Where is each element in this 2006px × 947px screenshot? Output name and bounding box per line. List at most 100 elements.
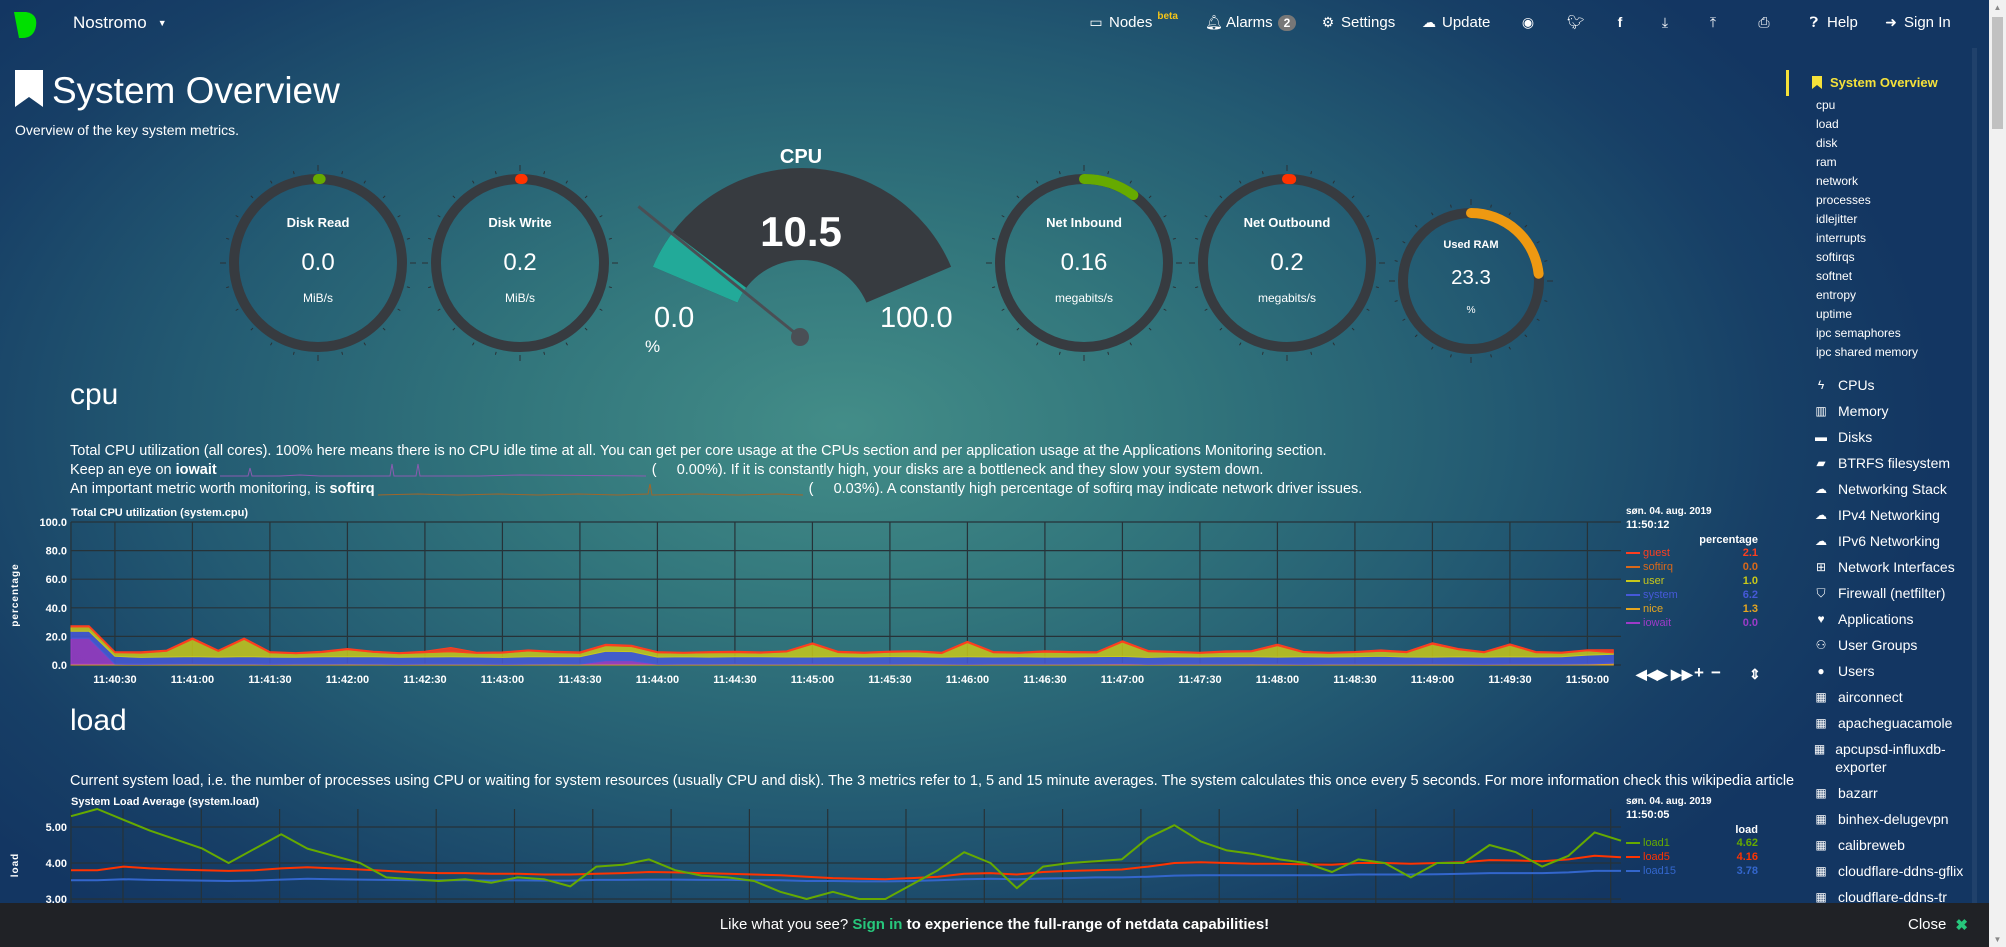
legend-item-guest[interactable]: guest 2.1 bbox=[1626, 546, 1758, 560]
github-button[interactable]: ◉ bbox=[1520, 14, 1536, 31]
cpu-gauge[interactable] bbox=[637, 168, 952, 346]
legend-item-user[interactable]: user 1.0 bbox=[1626, 574, 1758, 588]
sidebar-item-applications[interactable]: ♥ Applications bbox=[1812, 610, 1972, 628]
alarms-button[interactable]: 🔔︎ Alarms 2 bbox=[1205, 14, 1297, 31]
bookmark-icon bbox=[15, 70, 43, 107]
sidebar-subitem-ipc-semaphores[interactable]: ipc semaphores bbox=[1816, 326, 1901, 340]
load-chart-title: System Load Average (system.load) bbox=[71, 796, 260, 808]
banner-sign-in-link[interactable]: Sign in bbox=[852, 916, 903, 933]
cloud-download-icon: ☁ bbox=[1422, 14, 1436, 30]
gauge-tick bbox=[428, 286, 432, 289]
settings-button[interactable]: ⚙ Settings bbox=[1320, 14, 1395, 31]
twitter-button[interactable]: 🐦︎ bbox=[1567, 14, 1585, 31]
pan-right-button[interactable]: ▶▶ bbox=[1671, 666, 1693, 682]
sidebar-item-cpus[interactable]: ϟ CPUs bbox=[1812, 376, 1972, 394]
sidebar-subitem-interrupts[interactable]: interrupts bbox=[1816, 231, 1867, 245]
legend-item-iowait[interactable]: iowait 0.0 bbox=[1626, 616, 1758, 630]
gauge-tick bbox=[1414, 224, 1418, 228]
legend-value: 0.0 bbox=[1742, 617, 1758, 629]
disk-write-gauge[interactable] bbox=[422, 165, 618, 361]
legend-item-load1[interactable]: load1 4.62 bbox=[1626, 836, 1758, 850]
sign-in-button[interactable]: ➜ Sign In bbox=[1883, 14, 1951, 31]
sidebar-subitem-softirqs[interactable]: softirqs bbox=[1816, 250, 1855, 264]
sidebar-subitem-idlejitter[interactable]: idlejitter bbox=[1816, 212, 1858, 226]
zoom-out-button[interactable]: − bbox=[1711, 663, 1721, 682]
twitter-icon: 🐦︎ bbox=[1567, 14, 1585, 30]
print-button[interactable]: ⎙ bbox=[1756, 14, 1772, 31]
sidebar-item-users[interactable]: ● Users bbox=[1812, 662, 1972, 680]
net-in-gauge[interactable] bbox=[986, 165, 1182, 361]
gauge-tick bbox=[437, 215, 441, 218]
help-button[interactable]: ❓︎ Help bbox=[1806, 14, 1858, 31]
gauge-tick bbox=[1163, 215, 1167, 218]
sidebar-subitem-ram[interactable]: ram bbox=[1816, 155, 1837, 169]
sidebar-item-ipv6-networking[interactable]: ☁ IPv6 Networking bbox=[1812, 532, 1972, 550]
ram-gauge[interactable] bbox=[1389, 199, 1553, 363]
sidebar-item-bazarr[interactable]: ▦ bazarr bbox=[1812, 784, 1972, 802]
legend-item-load5[interactable]: load5 4.16 bbox=[1626, 850, 1758, 864]
sidebar-item-apacheguacamole[interactable]: ▦ apacheguacamole bbox=[1812, 714, 1972, 732]
sidebar-subitem-processes[interactable]: processes bbox=[1816, 193, 1871, 207]
sidebar-subitem-softnet[interactable]: softnet bbox=[1816, 269, 1853, 283]
gauge-tick bbox=[428, 237, 432, 240]
resize-handle[interactable]: ⇕ bbox=[1749, 666, 1761, 682]
legend-item-load15[interactable]: load15 3.78 bbox=[1626, 864, 1758, 878]
update-button[interactable]: ☁ Update bbox=[1421, 14, 1490, 31]
sidebar-item-disks[interactable]: ▬ Disks bbox=[1812, 428, 1972, 446]
sidebar-item-system-overview[interactable]: System Overview bbox=[1812, 75, 1938, 90]
softirq-keyword: softirq bbox=[329, 481, 375, 497]
legend-time: 11:50:12 bbox=[1626, 519, 1670, 531]
scrollbar-thumb[interactable] bbox=[1992, 17, 2003, 129]
server-dropdown[interactable]: Nostromo ▼ bbox=[73, 13, 167, 33]
legend-date: søn. 04. aug. 2019 bbox=[1626, 796, 1712, 807]
sidebar-subitem-load[interactable]: load bbox=[1816, 117, 1839, 131]
x-tick-label: 11:46:00 bbox=[946, 674, 989, 686]
banner-close-button[interactable]: Close ✖ bbox=[1908, 916, 1968, 934]
sidebar-item-calibreweb[interactable]: ▦ calibreweb bbox=[1812, 836, 1972, 854]
sidebar-item-btrfs-filesystem[interactable]: ▰ BTRFS filesystem bbox=[1812, 454, 1972, 472]
gauge-tick bbox=[1375, 286, 1379, 289]
sidebar-subitem-cpu[interactable]: cpu bbox=[1816, 98, 1836, 112]
sidebar-scrollbar[interactable] bbox=[1972, 48, 1977, 903]
sidebar-item-firewall-netfilter-[interactable]: ⛉ Firewall (netfilter) bbox=[1812, 584, 1972, 602]
x-tick-label: 11:48:30 bbox=[1333, 674, 1376, 686]
legend-item-softirq[interactable]: softirq 0.0 bbox=[1626, 560, 1758, 574]
sidebar-item-cloudflare-ddns-tr[interactable]: ▦ cloudflare-ddns-tr bbox=[1812, 888, 1972, 906]
sidebar-item-user-groups[interactable]: ⚇ User Groups bbox=[1812, 636, 1972, 654]
text: Keep an eye on bbox=[70, 462, 172, 478]
nodes-button[interactable]: ▭ Nodes beta bbox=[1088, 11, 1178, 31]
legend-item-system[interactable]: system 6.2 bbox=[1626, 588, 1758, 602]
sidebar-item-airconnect[interactable]: ▦ airconnect bbox=[1812, 688, 1972, 706]
sidebar-subitem-ipc-shared-memory[interactable]: ipc shared memory bbox=[1816, 345, 1919, 359]
sidebar-item-binhex-delugevpn[interactable]: ▦ binhex-delugevpn bbox=[1812, 810, 1972, 828]
disk-read-gauge[interactable] bbox=[220, 165, 416, 361]
netdata-logo-icon[interactable] bbox=[14, 12, 38, 38]
page-scrollbar[interactable]: ▲ ▼ bbox=[1989, 0, 2006, 947]
net-out-gauge[interactable] bbox=[1189, 165, 1385, 361]
sidebar-subitem-network[interactable]: network bbox=[1816, 174, 1859, 188]
download-snapshot-button[interactable]: ⤓ bbox=[1657, 14, 1673, 31]
sidebar-subitem-entropy[interactable]: entropy bbox=[1816, 288, 1857, 302]
sidebar-item-network-interfaces[interactable]: ⊞ Network Interfaces bbox=[1812, 558, 1972, 576]
zoom-in-button[interactable]: + bbox=[1694, 663, 1704, 682]
sidebar-subitem-uptime[interactable]: uptime bbox=[1816, 307, 1853, 321]
sidebar-item-cloudflare-ddns-gflix[interactable]: ▦ cloudflare-ddns-gflix bbox=[1812, 862, 1972, 880]
scroll-up-icon[interactable]: ▲ bbox=[1993, 3, 2002, 12]
sidebar-subitem-disk[interactable]: disk bbox=[1816, 136, 1838, 150]
upload-snapshot-button[interactable]: ⤒ bbox=[1705, 14, 1721, 31]
download-icon: ⤓ bbox=[1661, 14, 1669, 30]
legend-item-nice[interactable]: nice 1.3 bbox=[1626, 602, 1758, 616]
sidebar-item-apcupsd-influxdb-exporter[interactable]: ▦ apcupsd-influxdb-exporter bbox=[1812, 740, 1972, 776]
scroll-down-icon[interactable]: ▼ bbox=[1993, 935, 2002, 944]
sidebar-item-ipv4-networking[interactable]: ☁ IPv4 Networking bbox=[1812, 506, 1972, 524]
sidebar-item-memory[interactable]: ▥ Memory bbox=[1812, 402, 1972, 420]
legend-name: load1 bbox=[1643, 837, 1670, 849]
facebook-button[interactable]: f bbox=[1612, 14, 1628, 30]
gauge-tick bbox=[1431, 346, 1434, 350]
cloud-icon: ☁ bbox=[1815, 482, 1827, 496]
play-button[interactable]: ▶ bbox=[1657, 666, 1668, 682]
pan-left-button[interactable]: ◀◀ bbox=[1636, 666, 1658, 682]
sidebar-item-networking-stack[interactable]: ☁ Networking Stack bbox=[1812, 480, 1972, 498]
sidebar-item-label: System Overview bbox=[1830, 75, 1938, 90]
